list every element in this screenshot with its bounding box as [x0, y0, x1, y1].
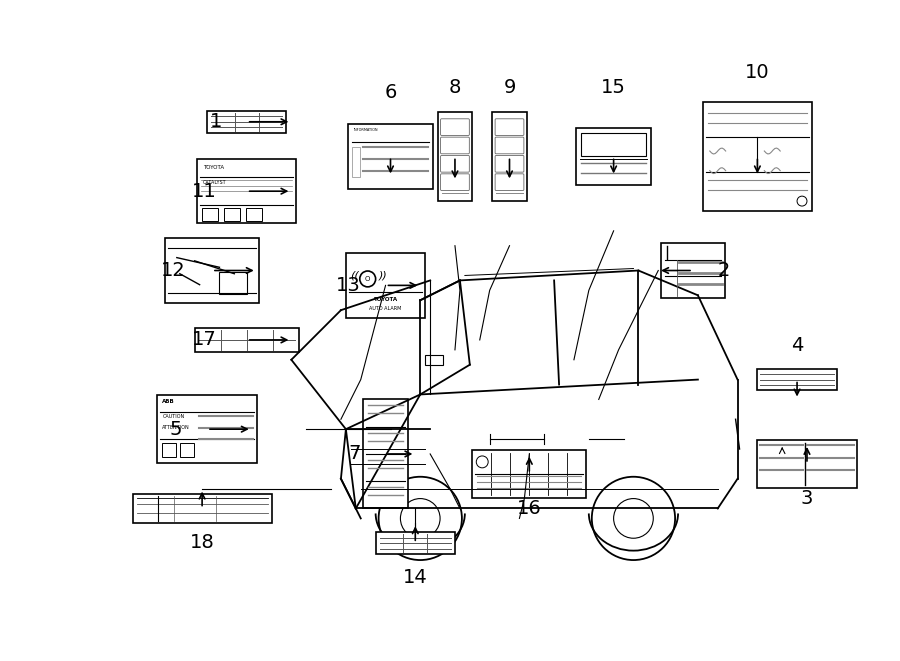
- Text: 1: 1: [210, 112, 222, 132]
- Bar: [703, 102, 812, 211]
- Text: )): )): [379, 271, 387, 281]
- FancyBboxPatch shape: [495, 155, 524, 172]
- Text: 10: 10: [745, 63, 770, 82]
- Text: 17: 17: [193, 330, 217, 350]
- Bar: [158, 395, 256, 463]
- Bar: [180, 443, 194, 457]
- Bar: [758, 440, 857, 488]
- Bar: [758, 369, 837, 391]
- Bar: [224, 208, 239, 221]
- Bar: [576, 128, 651, 185]
- Text: 7: 7: [348, 444, 361, 463]
- Text: 9: 9: [503, 78, 516, 97]
- FancyBboxPatch shape: [441, 174, 469, 190]
- Text: ATTENTION: ATTENTION: [162, 425, 190, 430]
- Text: ABB: ABB: [162, 399, 176, 405]
- Text: TOYOTA: TOYOTA: [374, 297, 398, 302]
- Text: CAUTION: CAUTION: [162, 414, 184, 419]
- Bar: [425, 355, 443, 365]
- Text: 16: 16: [517, 498, 542, 518]
- Bar: [132, 494, 272, 524]
- Bar: [246, 208, 262, 221]
- Bar: [194, 327, 299, 352]
- Text: 11: 11: [193, 182, 217, 201]
- FancyBboxPatch shape: [495, 137, 524, 154]
- FancyBboxPatch shape: [441, 137, 469, 154]
- Text: 15: 15: [601, 78, 626, 97]
- Text: 12: 12: [160, 261, 185, 280]
- FancyBboxPatch shape: [495, 119, 524, 136]
- Text: 14: 14: [403, 568, 427, 587]
- Bar: [197, 159, 296, 223]
- Text: CATALYST: CATALYST: [203, 180, 227, 184]
- FancyBboxPatch shape: [495, 174, 524, 190]
- Text: 6: 6: [384, 83, 397, 102]
- Text: O: O: [365, 276, 371, 282]
- Text: AUTO ALARM: AUTO ALARM: [369, 306, 401, 311]
- Text: TOYOTA: TOYOTA: [203, 165, 224, 170]
- Text: ((: ((: [350, 271, 358, 281]
- Text: 3: 3: [801, 488, 814, 508]
- Text: 4: 4: [791, 336, 803, 355]
- FancyBboxPatch shape: [441, 119, 469, 136]
- Bar: [162, 443, 176, 457]
- Bar: [165, 238, 259, 303]
- Text: 2: 2: [717, 261, 730, 280]
- Bar: [352, 147, 360, 176]
- FancyBboxPatch shape: [441, 155, 469, 172]
- Bar: [437, 112, 472, 201]
- Bar: [348, 124, 433, 188]
- Bar: [661, 243, 725, 297]
- Bar: [492, 112, 526, 201]
- Text: 13: 13: [336, 276, 361, 295]
- Bar: [346, 253, 425, 317]
- Bar: [364, 399, 408, 508]
- Text: 8: 8: [449, 78, 461, 97]
- Bar: [202, 208, 218, 221]
- Bar: [581, 133, 646, 156]
- Bar: [375, 532, 455, 554]
- Text: 18: 18: [190, 533, 214, 553]
- Text: INFORMATION: INFORMATION: [354, 128, 378, 132]
- Text: 5: 5: [170, 420, 183, 439]
- Bar: [472, 450, 586, 498]
- Bar: [207, 111, 286, 133]
- Bar: [220, 272, 248, 293]
